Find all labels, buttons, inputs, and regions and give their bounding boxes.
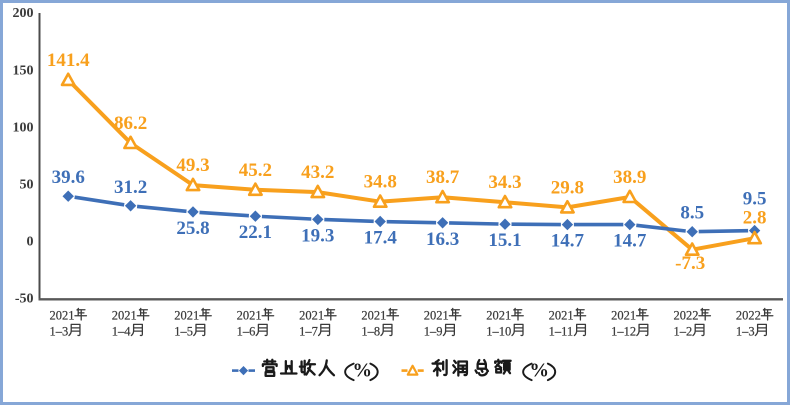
svg-text:2022: 2022 xyxy=(736,308,761,322)
svg-text:150: 150 xyxy=(13,63,34,78)
svg-text:2021: 2021 xyxy=(174,308,199,322)
svg-text:141.4: 141.4 xyxy=(47,50,90,71)
svg-text:1–2: 1–2 xyxy=(674,324,693,338)
svg-text:100: 100 xyxy=(13,120,34,135)
svg-text:2021: 2021 xyxy=(299,308,324,322)
svg-text:-50: -50 xyxy=(15,292,34,307)
svg-text:1–3: 1–3 xyxy=(50,324,69,338)
svg-text:86.2: 86.2 xyxy=(114,113,147,134)
svg-text:1–5: 1–5 xyxy=(174,324,193,338)
svg-text:2021: 2021 xyxy=(549,308,574,322)
svg-text:34.8: 34.8 xyxy=(364,172,397,193)
svg-text:39.6: 39.6 xyxy=(52,167,85,188)
svg-text:2022: 2022 xyxy=(674,308,699,322)
svg-text:14.7: 14.7 xyxy=(613,231,647,252)
svg-text:9.5: 9.5 xyxy=(743,189,767,210)
svg-text:1–4: 1–4 xyxy=(112,324,132,338)
svg-text:34.3: 34.3 xyxy=(488,172,521,193)
svg-text:1–6: 1–6 xyxy=(237,324,256,338)
svg-text:8.5: 8.5 xyxy=(680,203,704,224)
svg-text:38.9: 38.9 xyxy=(613,167,646,188)
svg-text:1–8: 1–8 xyxy=(361,324,380,338)
svg-text:17.4: 17.4 xyxy=(364,228,398,249)
svg-text:25.8: 25.8 xyxy=(176,218,209,239)
svg-text:2021: 2021 xyxy=(237,308,262,322)
svg-text:1–12: 1–12 xyxy=(611,324,636,338)
svg-text:1–11: 1–11 xyxy=(549,324,574,338)
svg-text:-7.3: -7.3 xyxy=(675,253,705,274)
svg-text:43.2: 43.2 xyxy=(301,162,334,183)
svg-text:2021: 2021 xyxy=(486,308,511,322)
svg-text:49.3: 49.3 xyxy=(176,155,209,176)
svg-text:2.8: 2.8 xyxy=(743,208,767,229)
svg-text:22.1: 22.1 xyxy=(239,222,272,243)
svg-text:14.7: 14.7 xyxy=(551,231,585,252)
svg-text:19.3: 19.3 xyxy=(301,225,334,246)
svg-text:50: 50 xyxy=(20,178,34,193)
svg-text:1–9: 1–9 xyxy=(424,324,443,338)
svg-text:45.2: 45.2 xyxy=(239,160,272,181)
svg-text:2021: 2021 xyxy=(611,308,636,322)
svg-text:15.1: 15.1 xyxy=(488,230,521,251)
svg-text:1–3: 1–3 xyxy=(736,324,755,338)
svg-text:2021: 2021 xyxy=(50,308,75,322)
svg-text:29.8: 29.8 xyxy=(551,177,584,198)
svg-text:200: 200 xyxy=(13,6,34,21)
svg-text:38.7: 38.7 xyxy=(426,167,460,188)
svg-text:1–7: 1–7 xyxy=(299,324,318,338)
svg-text:%: % xyxy=(353,361,373,382)
svg-text:1–10: 1–10 xyxy=(486,324,511,338)
svg-text:2021: 2021 xyxy=(112,308,137,322)
svg-text:31.2: 31.2 xyxy=(114,177,147,198)
svg-text:2021: 2021 xyxy=(424,308,449,322)
svg-text:2021: 2021 xyxy=(361,308,386,322)
svg-text:16.3: 16.3 xyxy=(426,229,459,250)
svg-text:0: 0 xyxy=(27,235,34,250)
svg-text:%: % xyxy=(530,361,550,382)
